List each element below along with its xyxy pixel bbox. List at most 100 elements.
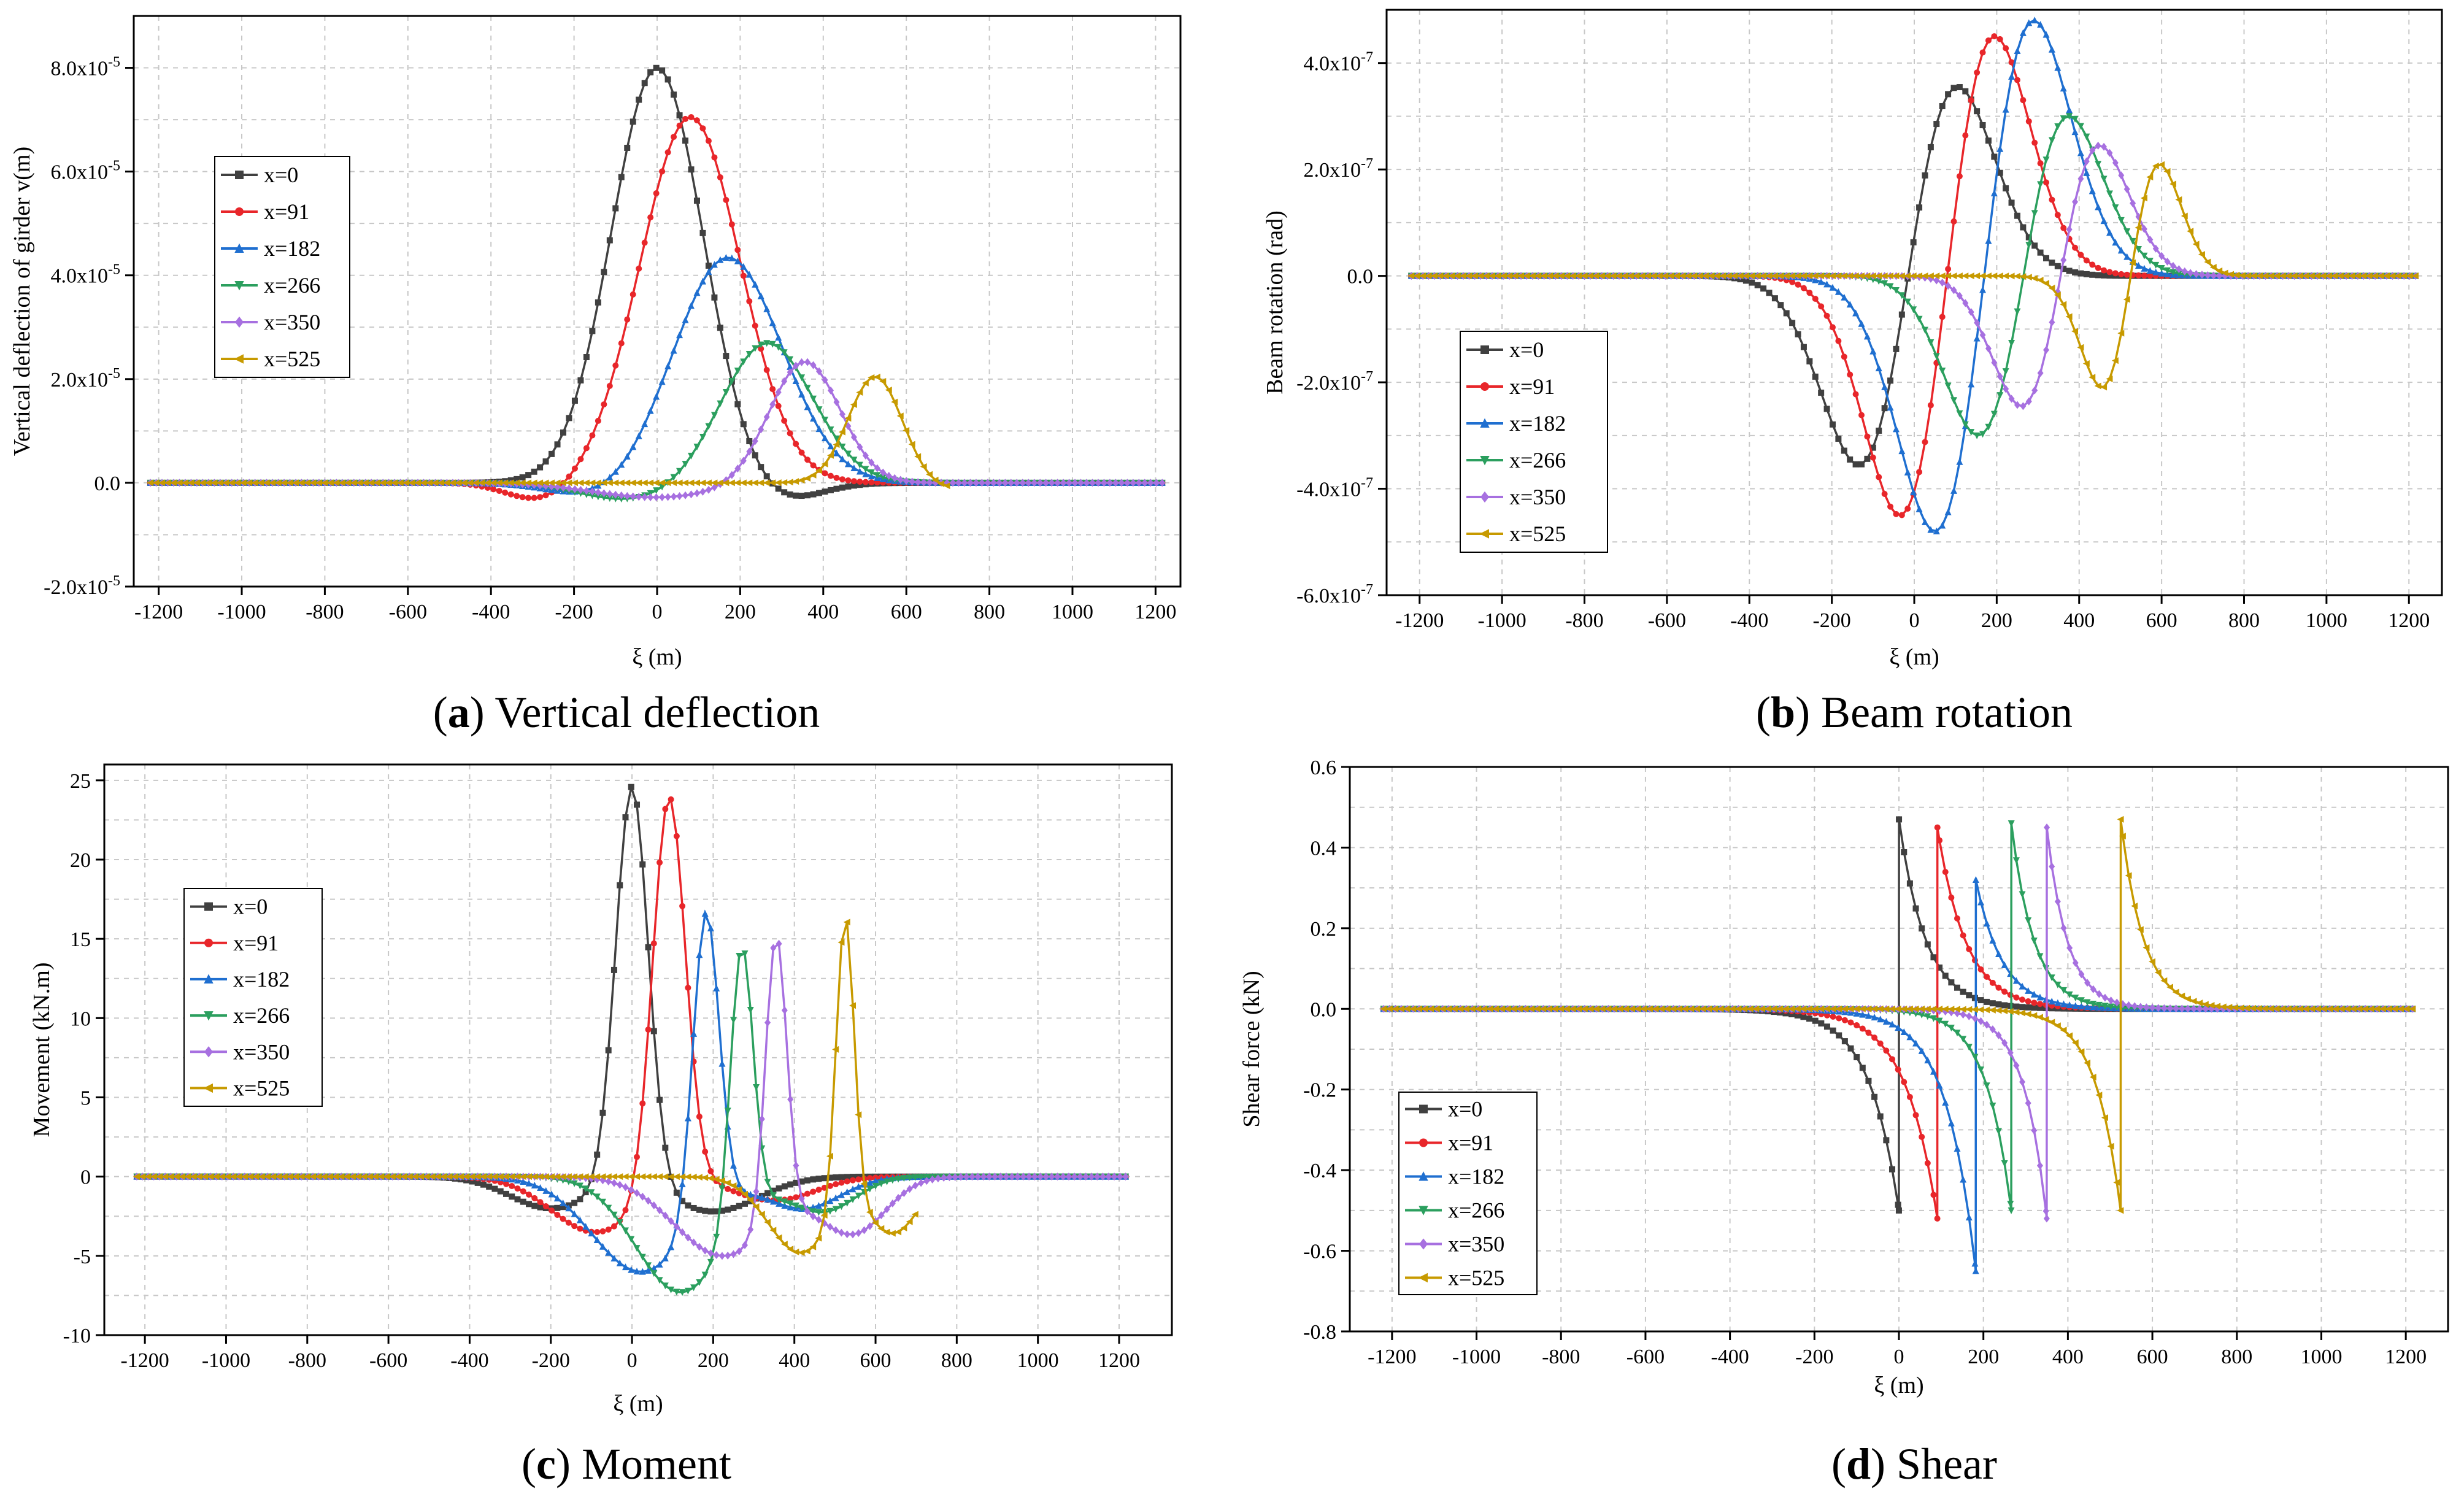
data-point [884, 1178, 891, 1185]
data-point [2019, 982, 2026, 990]
legend-label: x=350 [1509, 485, 1566, 509]
data-point [565, 1219, 572, 1226]
data-point [2025, 1004, 2031, 1011]
data-point [2348, 272, 2355, 280]
data-point [758, 1211, 765, 1218]
data-point [1020, 1173, 1026, 1181]
data-point [1863, 333, 1871, 340]
data-point [776, 1185, 782, 1192]
data-point [1985, 237, 1992, 244]
data-point [495, 479, 502, 487]
data-point [1871, 1093, 1878, 1100]
data-point [810, 395, 817, 402]
data-point [553, 1173, 561, 1180]
data-point [793, 1179, 799, 1186]
data-point [1984, 272, 1992, 280]
data-point [622, 1207, 629, 1214]
data-point [2344, 1005, 2351, 1012]
data-point [705, 137, 712, 144]
data-point [1459, 272, 1466, 280]
data-point [1936, 1017, 1943, 1025]
data-point [263, 1173, 271, 1180]
data-point [1841, 1038, 1848, 1045]
data-point [468, 1173, 475, 1180]
data-point [2237, 1004, 2244, 1012]
data-point [1633, 272, 1640, 280]
data-point [1923, 1005, 1931, 1012]
data-point [1734, 1005, 1742, 1012]
data-point [599, 1109, 606, 1116]
data-point [804, 385, 811, 392]
data-point [839, 484, 845, 491]
data-point [2042, 1207, 2049, 1215]
data-point [530, 479, 537, 487]
data-point [693, 489, 700, 498]
data-point [1882, 1005, 1890, 1012]
data-point [519, 474, 526, 481]
data-point [1876, 474, 1882, 480]
data-point [775, 344, 782, 351]
data-point [1898, 447, 1906, 455]
data-point [1853, 1005, 1860, 1012]
data-point [361, 479, 369, 487]
data-point [1117, 1173, 1123, 1181]
data-point [1540, 272, 1547, 280]
data-point [2169, 269, 2177, 276]
data-point [2141, 272, 2147, 279]
data-point [844, 1174, 850, 1180]
data-point [612, 468, 619, 475]
data-point [519, 1173, 526, 1180]
data-point [2193, 270, 2200, 279]
data-point [636, 493, 642, 501]
data-point [1852, 309, 1860, 317]
data-point [849, 1002, 856, 1009]
data-point [1806, 1005, 1813, 1012]
data-point [1546, 272, 1553, 280]
data-point [548, 479, 555, 487]
x-tick-label: -400 [1711, 1346, 1749, 1368]
data-point [787, 368, 793, 377]
data-point [2036, 277, 2044, 284]
data-point [2054, 123, 2062, 130]
data-point [303, 1173, 310, 1180]
data-point [718, 1207, 725, 1214]
data-point [1754, 282, 1761, 288]
data-point [229, 1173, 237, 1180]
data-point [309, 1173, 317, 1180]
x-tick-label: 600 [860, 1349, 891, 1372]
data-point [1858, 412, 1865, 418]
data-point [880, 468, 887, 477]
data-point [2083, 169, 2090, 176]
data-point [2083, 271, 2090, 277]
data-point [201, 1173, 209, 1180]
x-tick-label: 200 [1968, 1346, 1999, 1368]
data-point [440, 1173, 447, 1180]
data-point [1106, 479, 1113, 487]
data-point [730, 1182, 737, 1189]
data-point [908, 441, 915, 448]
data-point [343, 1173, 350, 1180]
data-point [514, 476, 520, 482]
data-point [668, 796, 674, 803]
data-point [576, 1216, 583, 1223]
data-point [736, 1180, 743, 1188]
data-point [658, 479, 666, 487]
data-point [1111, 1173, 1118, 1181]
data-point [1938, 272, 1946, 280]
legend-label: x=525 [233, 1076, 290, 1100]
legend-label: x=525 [1448, 1266, 1504, 1290]
data-point [2302, 1005, 2309, 1012]
data-point [868, 479, 875, 486]
data-point [502, 1173, 509, 1180]
data-point [2077, 270, 2084, 277]
data-point [2154, 969, 2162, 976]
data-point [1099, 1173, 1106, 1181]
data-point [582, 1223, 590, 1230]
series-x=350 [133, 939, 1129, 1260]
x-tick-label: -200 [1795, 1346, 1833, 1368]
data-point [1887, 404, 1894, 411]
data-point [1557, 272, 1565, 280]
data-point [1486, 1005, 1493, 1012]
data-point [1930, 954, 1937, 961]
data-point [588, 479, 596, 487]
